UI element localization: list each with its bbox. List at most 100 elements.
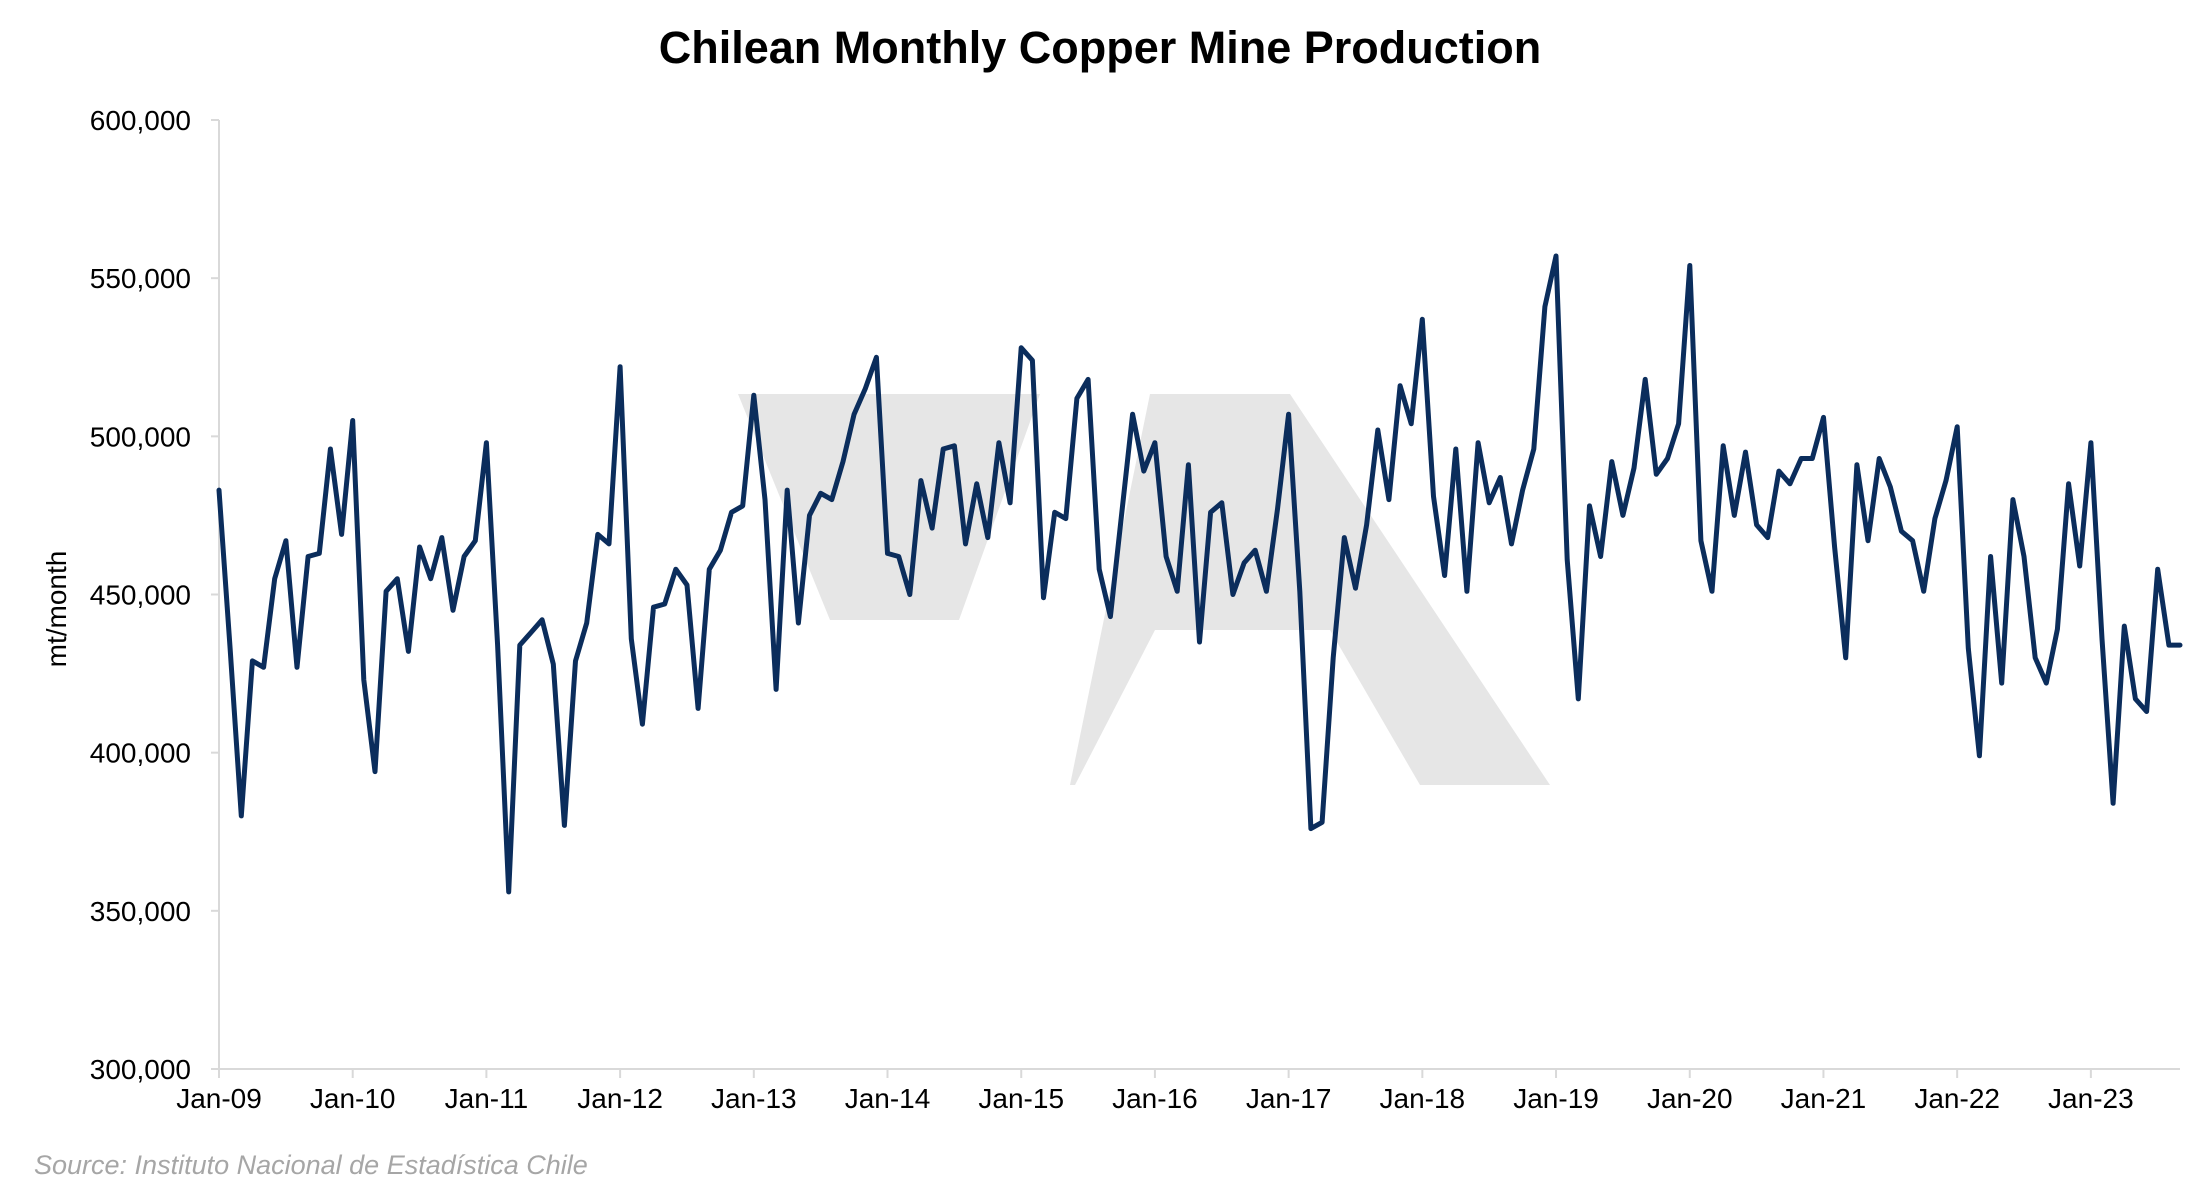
data-point-2013-03	[774, 687, 779, 692]
data-point-2017-08	[1364, 522, 1369, 527]
data-point-2018-08	[1498, 475, 1503, 480]
data-point-2013-11	[863, 386, 868, 391]
data-point-2022-04	[1988, 554, 1993, 559]
data-point-2021-06	[1877, 456, 1882, 461]
y-tick-label: 300,000	[90, 1054, 191, 1085]
data-point-2017-03	[1308, 826, 1313, 831]
x-tick-label: Jan-22	[1914, 1083, 2000, 1114]
watermark-logo	[738, 394, 1550, 785]
data-point-2014-07	[952, 443, 957, 448]
x-tick-label: Jan-19	[1513, 1083, 1599, 1114]
x-tick-label: Jan-14	[845, 1083, 931, 1114]
data-point-2018-04	[1453, 447, 1458, 452]
data-point-2014-05	[930, 526, 935, 531]
data-point-2022-09	[2044, 681, 2049, 686]
data-point-2009-08	[295, 665, 300, 670]
data-point-2020-11	[1799, 456, 1804, 461]
data-point-2023-03	[2111, 801, 2116, 806]
data-point-2015-10	[1119, 513, 1124, 518]
data-point-2021-10	[1921, 589, 1926, 594]
x-tick-label: Jan-21	[1781, 1083, 1867, 1114]
data-point-2018-10	[1520, 488, 1525, 493]
data-point-2016-10	[1253, 548, 1258, 553]
data-point-2020-12	[1810, 456, 1815, 461]
data-point-2013-04	[785, 488, 790, 493]
data-point-2015-09	[1108, 614, 1113, 619]
data-point-2022-02	[1966, 646, 1971, 651]
data-point-2022-10	[2055, 627, 2060, 632]
data-point-2016-08	[1230, 592, 1235, 597]
data-point-2019-11	[1665, 456, 1670, 461]
data-point-2012-10	[718, 548, 723, 553]
data-point-2015-01	[1019, 345, 1024, 350]
data-point-2019-09	[1643, 377, 1648, 382]
data-point-2022-06	[2010, 497, 2015, 502]
data-point-2011-03	[506, 889, 511, 894]
data-point-2014-04	[918, 478, 923, 483]
x-tick-label: Jan-20	[1647, 1083, 1733, 1114]
data-point-2020-05	[1732, 513, 1737, 518]
data-point-2019-03	[1576, 696, 1581, 701]
data-point-2023-01	[2088, 440, 2093, 445]
data-point-2015-05	[1063, 516, 1068, 521]
data-point-2009-02	[228, 646, 233, 651]
data-point-2023-04	[2122, 624, 2127, 629]
data-point-2012-02	[629, 636, 634, 641]
data-point-2013-06	[807, 513, 812, 518]
data-point-2018-05	[1464, 589, 1469, 594]
data-point-2014-01	[885, 551, 890, 556]
data-point-2012-07	[685, 583, 690, 588]
data-point-2020-07	[1754, 522, 1759, 527]
data-point-2018-07	[1487, 500, 1492, 505]
data-point-2016-04	[1186, 462, 1191, 467]
data-point-2011-02	[495, 643, 500, 648]
data-point-2011-08	[562, 823, 567, 828]
data-point-2010-01	[350, 418, 355, 423]
data-point-2010-02	[361, 677, 366, 682]
data-point-2018-02	[1431, 494, 1436, 499]
data-point-2015-12	[1141, 469, 1146, 474]
data-point-2011-12	[607, 541, 612, 546]
data-point-2019-04	[1587, 503, 1592, 508]
y-tick-label: 500,000	[90, 421, 191, 452]
x-tick-label: Jan-12	[577, 1083, 663, 1114]
data-point-2017-12	[1409, 421, 1414, 426]
data-point-2010-10	[451, 608, 456, 613]
data-point-2011-04	[517, 643, 522, 648]
data-point-2015-06	[1074, 396, 1079, 401]
data-point-2018-09	[1509, 541, 1514, 546]
y-tick-label: 550,000	[90, 263, 191, 294]
data-point-2022-03	[1977, 753, 1982, 758]
data-point-2016-01	[1152, 440, 1157, 445]
data-point-2017-06	[1342, 535, 1347, 540]
data-point-2023-08	[2166, 643, 2171, 648]
data-point-2019-12	[1676, 421, 1681, 426]
data-point-2011-07	[551, 662, 556, 667]
y-axis-label: mt/month	[41, 551, 72, 668]
data-point-2016-07	[1219, 500, 1224, 505]
data-point-2016-12	[1275, 507, 1280, 512]
data-point-2021-08	[1899, 529, 1904, 534]
y-axis-ticks: 300,000 350,000 400,000 450,000 500,000 550,0…	[90, 105, 219, 1085]
data-point-2020-03	[1710, 589, 1715, 594]
data-point-2020-02	[1698, 538, 1703, 543]
data-point-2022-05	[1999, 681, 2004, 686]
data-point-2019-02	[1565, 557, 1570, 562]
data-point-2015-04	[1052, 510, 1057, 515]
data-point-2019-10	[1654, 472, 1659, 477]
data-point-2014-12	[1008, 500, 1013, 505]
data-point-2023-07	[2155, 567, 2160, 572]
data-point-2009-01	[217, 488, 222, 493]
data-point-2016-06	[1208, 510, 1213, 515]
data-point-2013-10	[852, 412, 857, 417]
data-point-2018-11	[1531, 447, 1536, 452]
x-tick-label: Jan-09	[176, 1083, 262, 1114]
data-point-2012-01	[618, 364, 623, 369]
x-tick-label: Jan-13	[711, 1083, 797, 1114]
data-point-2019-05	[1598, 554, 1603, 559]
chart-title: Chilean Monthly Copper Mine Production	[658, 22, 1542, 73]
data-point-2017-07	[1353, 586, 1358, 591]
x-tick-label: Jan-16	[1112, 1083, 1198, 1114]
data-point-2022-11	[2066, 481, 2071, 486]
